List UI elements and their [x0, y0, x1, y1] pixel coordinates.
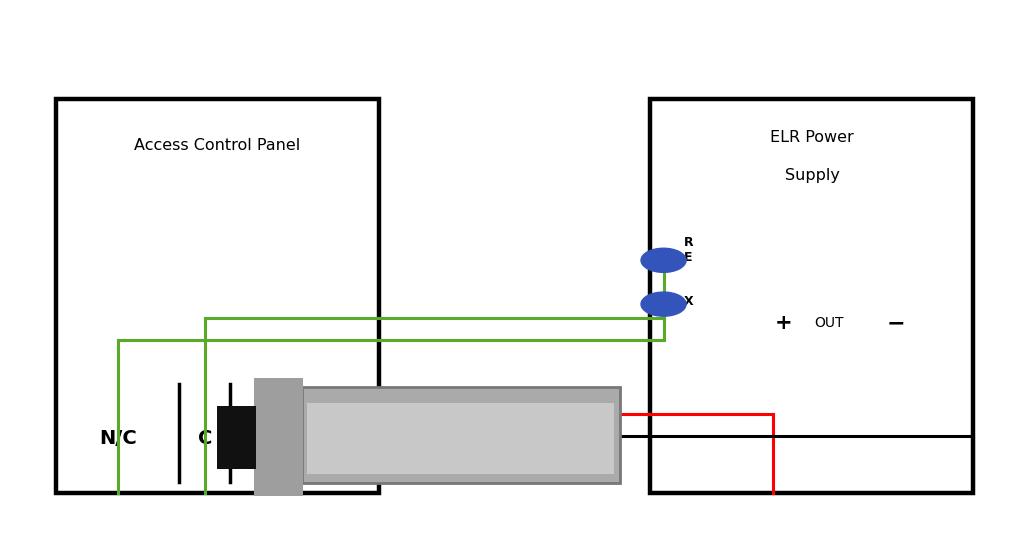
Circle shape: [641, 248, 686, 272]
Text: OUT: OUT: [815, 316, 844, 330]
Bar: [56, 99, 379, 493]
Bar: [254, 378, 303, 496]
Text: +: +: [774, 313, 793, 333]
Text: N/C: N/C: [99, 429, 136, 448]
Text: Supply: Supply: [784, 168, 840, 183]
Text: X: X: [684, 295, 693, 308]
Bar: [307, 403, 614, 474]
Text: C: C: [198, 429, 212, 448]
Bar: [217, 406, 256, 469]
Circle shape: [641, 292, 686, 316]
Bar: [302, 387, 620, 483]
Text: E: E: [684, 251, 692, 264]
Text: R: R: [684, 236, 693, 249]
Text: ELR Power: ELR Power: [770, 129, 854, 145]
Text: −: −: [887, 313, 905, 333]
Text: N/O: N/O: [268, 429, 309, 448]
Text: Access Control Panel: Access Control Panel: [134, 138, 301, 153]
Bar: [650, 99, 973, 493]
